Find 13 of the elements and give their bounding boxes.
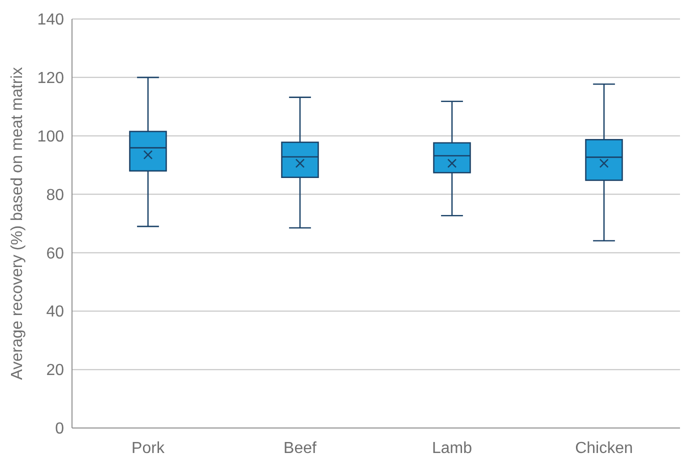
y-tick-label: 100	[37, 128, 64, 146]
y-tick-label: 60	[46, 245, 64, 262]
y-tick-label: 0	[55, 420, 64, 438]
y-axis-title: Average recovery (%) based on meat matrix	[9, 67, 26, 380]
y-tick-label: 120	[37, 70, 64, 88]
x-tick-label: Chicken	[575, 440, 633, 457]
x-tick-label: Lamb	[432, 440, 472, 457]
x-tick-label: Beef	[284, 440, 318, 457]
y-tick-label: 20	[46, 362, 64, 380]
x-tick-label: Pork	[132, 440, 166, 457]
y-tick-label: 40	[46, 304, 64, 321]
y-tick-label: 140	[37, 12, 64, 29]
y-tick-label: 80	[46, 186, 64, 204]
